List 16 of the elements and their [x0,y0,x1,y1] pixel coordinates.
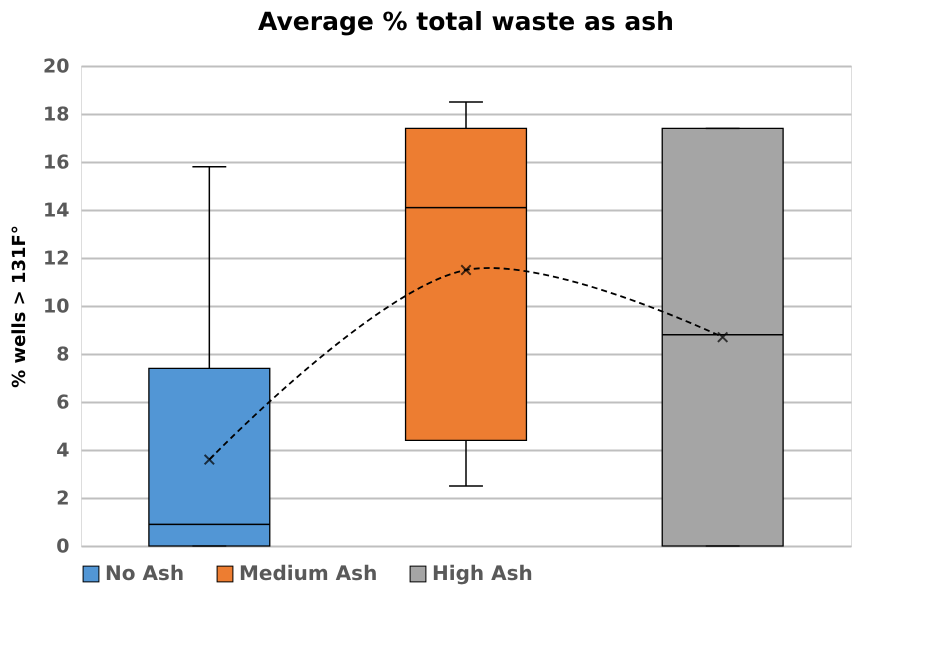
y-tick-label: 10 [43,296,70,318]
y-tick-label: 8 [56,344,70,366]
legend-label: No Ash [105,561,184,585]
y-tick-label: 12 [43,248,70,270]
y-tick-label: 18 [43,104,70,126]
chart-title: Average % total waste as ash [258,7,674,36]
y-tick-label: 2 [56,488,70,510]
y-tick-label: 14 [43,200,70,222]
y-tick-label: 6 [56,392,70,414]
legend-label: Medium Ash [239,561,378,585]
legend-label: High Ash [432,561,533,585]
y-tick-label: 16 [43,152,70,174]
y-tick-label: 0 [56,536,70,558]
y-axis-title: % wells > 131F° [9,225,30,388]
y-tick-label: 4 [56,440,70,462]
y-tick-label: 20 [43,56,70,78]
